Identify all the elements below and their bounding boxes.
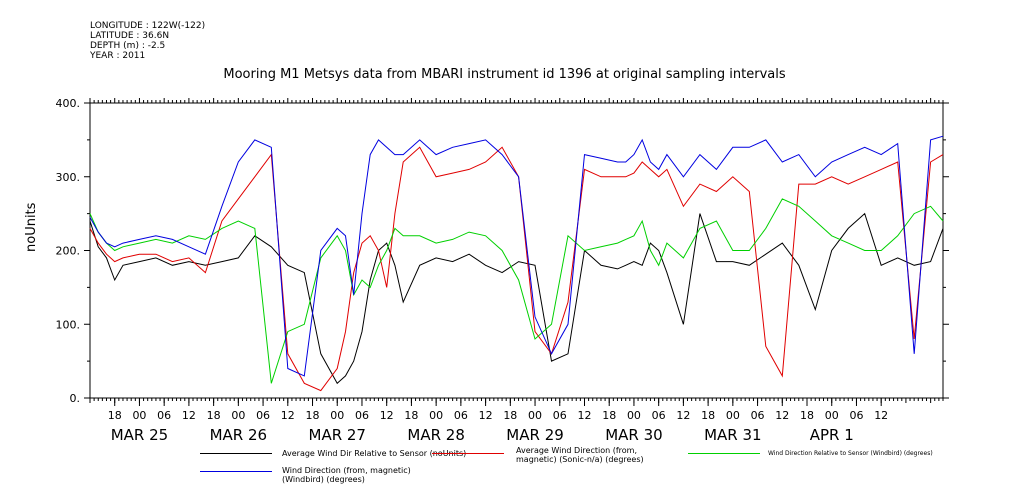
- x-hour-label: 00: [627, 409, 641, 422]
- plot-frame: [89, 102, 944, 399]
- x-hour-label: 06: [849, 409, 863, 422]
- y-tick-label: 0.: [70, 392, 81, 405]
- x-hour-label: 12: [676, 409, 690, 422]
- x-hour-label: 00: [231, 409, 245, 422]
- x-date-label: MAR 27: [309, 426, 366, 444]
- series-line-3: [89, 198, 944, 384]
- x-hour-label: 18: [602, 409, 616, 422]
- metadata-block: LONGITUDE : 122W(-122) LATITUDE : 36.6N …: [90, 21, 205, 61]
- y-tick-label: 300.: [56, 171, 81, 184]
- x-hour-label: 12: [775, 409, 789, 422]
- x-hour-label: 12: [380, 409, 394, 422]
- y-tick-label: 200.: [56, 245, 81, 258]
- x-date-label: MAR 26: [210, 426, 267, 444]
- x-hour-label: 06: [355, 409, 369, 422]
- x-hour-label: 06: [157, 409, 171, 422]
- series-line-1: [89, 212, 944, 385]
- y-tick-label: 100.: [56, 318, 81, 331]
- legend-label-2: Average Wind Direction (from, magnetic) …: [516, 446, 644, 464]
- x-hour-label: 00: [132, 409, 146, 422]
- chart-title: Mooring M1 Metsys data from MBARI instru…: [223, 67, 786, 82]
- x-hour-label: 12: [182, 409, 196, 422]
- x-date-label: MAR 31: [704, 426, 761, 444]
- x-hour-label: 18: [108, 409, 122, 422]
- x-hour-label: 18: [404, 409, 418, 422]
- depth-text: DEPTH (m) : -2.5: [90, 41, 166, 51]
- x-hour-label: 06: [256, 409, 270, 422]
- x-date-label: MAR 25: [111, 426, 168, 444]
- x-date-label: MAR 28: [407, 426, 464, 444]
- x-hour-label: 00: [726, 409, 740, 422]
- legend-label-4: Wind Direction (from, magnetic) (Windbir…: [282, 466, 411, 484]
- x-hour-label: 06: [652, 409, 666, 422]
- x-hour-label: 18: [207, 409, 221, 422]
- x-hour-label: 12: [281, 409, 295, 422]
- x-hour-label: 12: [479, 409, 493, 422]
- x-hour-label: 12: [874, 409, 888, 422]
- x-hour-label: 00: [528, 409, 542, 422]
- year-text: YEAR : 2011: [90, 51, 146, 61]
- x-hour-label: 06: [454, 409, 468, 422]
- legend-swatch-red: [432, 453, 504, 454]
- x-date-label: MAR 30: [605, 426, 662, 444]
- legend-label-1: Average Wind Dir Relative to Sensor (noU…: [282, 449, 467, 458]
- x-date-label: APR 1: [810, 426, 854, 444]
- x-hour-label: 18: [800, 409, 814, 422]
- series-line-4: [89, 135, 944, 377]
- x-date-label: MAR 29: [506, 426, 563, 444]
- series-line-2: [89, 146, 944, 392]
- legend-swatch-blue: [200, 471, 272, 472]
- x-hour-label: 06: [751, 409, 765, 422]
- x-hour-label: 06: [553, 409, 567, 422]
- x-hour-label: 12: [577, 409, 591, 422]
- x-hour-label: 18: [701, 409, 715, 422]
- x-hour-label: 18: [306, 409, 320, 422]
- legend-label-3: Wind Direction Relative to Sensor (Windb…: [768, 450, 933, 457]
- x-hour-label: 00: [429, 409, 443, 422]
- legend-swatch-green: [688, 453, 760, 454]
- longitude-text: LONGITUDE : 122W(-122): [90, 21, 206, 31]
- y-tick-label: 400.: [56, 97, 81, 110]
- x-hour-label: 00: [825, 409, 839, 422]
- legend-swatch-black: [200, 453, 272, 454]
- latitude-text: LATITUDE : 36.6N: [90, 31, 170, 41]
- x-hour-label: 18: [503, 409, 517, 422]
- x-hour-label: 00: [330, 409, 344, 422]
